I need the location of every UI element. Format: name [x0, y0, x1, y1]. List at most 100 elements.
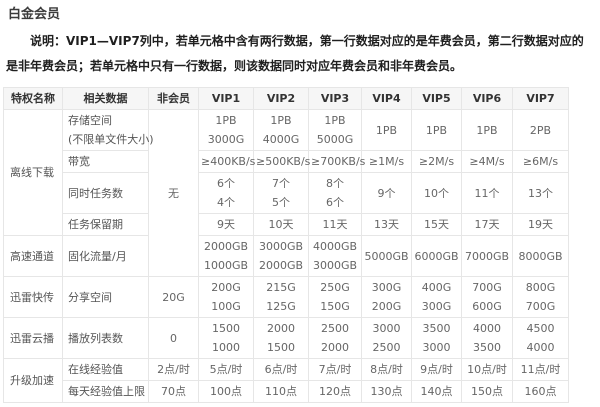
value-cell: 9天: [198, 213, 254, 236]
value-cell: 9个: [361, 172, 412, 214]
value-cell: 3000GB 2000GB: [253, 235, 309, 277]
value-cell: 6000GB: [411, 235, 462, 277]
value-cell: 0: [148, 317, 199, 359]
value-cell: 200G 100G: [198, 276, 254, 318]
value-cell: 8000GB: [512, 235, 569, 277]
value-cell: 2PB: [512, 109, 569, 151]
data-label-cell: 同时任务数: [62, 172, 149, 214]
value-cell: 130点: [361, 380, 412, 403]
value-cell: 3000 2500: [361, 317, 412, 359]
data-label-cell: 在线经验值: [62, 358, 149, 381]
column-header-non-member: 非会员: [148, 87, 199, 110]
value-cell: 8点/时: [361, 358, 412, 381]
value-cell: 8个 6个: [308, 172, 362, 214]
value-cell: 7个 5个: [253, 172, 309, 214]
privilege-group-cell: 离线下载: [3, 109, 63, 236]
value-cell: 10点/时: [461, 358, 513, 381]
value-cell: 160点: [512, 380, 569, 403]
column-header-vip7: VIP7: [512, 87, 569, 110]
value-cell: 6个 4个: [198, 172, 254, 214]
value-cell: ≥4M/s: [461, 150, 513, 173]
value-cell: 7000GB: [461, 235, 513, 277]
value-cell: 1PB 3000G: [198, 109, 254, 151]
value-cell: 1PB 4000G: [253, 109, 309, 151]
value-cell: 15天: [411, 213, 462, 236]
data-label-cell: 任务保留期: [62, 213, 149, 236]
column-header-vip3: VIP3: [308, 87, 362, 110]
column-header-privilege-name: 特权名称: [3, 87, 63, 110]
column-header-vip2: VIP2: [253, 87, 309, 110]
column-header-vip5: VIP5: [411, 87, 462, 110]
value-cell: 140点: [411, 380, 462, 403]
value-cell: 400G 300G: [411, 276, 462, 318]
value-cell: ≥1M/s: [361, 150, 412, 173]
value-cell: 100点: [198, 380, 254, 403]
table-row: 迅雷云播 播放列表数 0 1500 1000 2000 1500 2500 2000 3000 25…: [3, 317, 569, 359]
value-cell: ≥6M/s: [512, 150, 569, 173]
value-cell: 110点: [253, 380, 309, 403]
value-cell: 2000GB 1000GB: [198, 235, 254, 277]
column-header-related-data: 相关数据: [62, 87, 149, 110]
value-cell: 150点: [461, 380, 513, 403]
column-header-vip6: VIP6: [461, 87, 513, 110]
value-cell: 19天: [512, 213, 569, 236]
value-cell: ≥400KB/s: [198, 150, 255, 173]
value-cell: 11个: [461, 172, 513, 214]
value-cell: 5点/时: [198, 358, 254, 381]
table-body: 离线下载 存储空间 (不限单文件大小) 无 1PB 3000G 1PB 4000G 1PB 500…: [3, 109, 569, 403]
value-cell: 6点/时: [253, 358, 309, 381]
value-cell: 11点/时: [512, 358, 569, 381]
value-cell: 11天: [308, 213, 362, 236]
table-row: 高速通道 固化流量/月 2000GB 1000GB 3000GB 2000GB 4000GB…: [3, 235, 569, 277]
value-cell: 2500 2000: [308, 317, 362, 359]
privilege-group-cell: 迅雷云播: [3, 317, 63, 359]
table-row: 升级加速 在线经验值 2点/时 5点/时 6点/时 7点/时 8点/时 9点/时 10点/时 11…: [3, 358, 569, 403]
privilege-group-cell: 升级加速: [3, 358, 63, 403]
table-row: 离线下载 存储空间 (不限单文件大小) 无 1PB 3000G 1PB 4000G 1PB 500…: [3, 109, 569, 277]
value-cell: 1PB: [411, 109, 462, 151]
value-cell: 250G 150G: [308, 276, 362, 318]
value-cell: 4000GB 3000GB: [308, 235, 362, 277]
table-row: 同时任务数 6个 4个 7个 5个 8个 6个 9个 10个 11个 13个: [4, 172, 569, 214]
value-cell: 2点/时: [148, 358, 199, 381]
value-cell: 700G 600G: [461, 276, 513, 318]
value-cell: 70点: [148, 380, 199, 403]
value-cell: 3500 3000: [411, 317, 462, 359]
value-cell: ≥500KB/s: [253, 150, 310, 173]
table-row: 带宽 ≥400KB/s ≥500KB/s ≥700KB/s ≥1M/s ≥2M/s ≥4M/…: [4, 150, 569, 173]
value-cell: 1500 1000: [198, 317, 254, 359]
description-text: 说明：VIP1—VIP7列中，若单元格中含有两行数据，第一行数据对应的是年费会员…: [6, 34, 584, 73]
table-row: 任务保留期 9天 10天 11天 13天 15天 17天 19天: [4, 213, 569, 236]
privileges-table: 特权名称 相关数据 非会员 VIP1 VIP2 VIP3 VIP4 VIP5 VIP6 VIP7 …: [3, 87, 569, 403]
value-cell: 10个: [411, 172, 462, 214]
data-label-cell: 存储空间 (不限单文件大小): [62, 109, 154, 151]
value-cell: 4000 3500: [461, 317, 513, 359]
value-cell: 4500 4000: [512, 317, 569, 359]
value-cell: 300G 200G: [361, 276, 412, 318]
value-cell: 1PB: [361, 109, 412, 151]
value-cell: 7点/时: [308, 358, 362, 381]
value-cell: 无: [148, 109, 199, 277]
data-label-cell: 每天经验值上限: [62, 380, 149, 403]
value-cell: 17天: [461, 213, 513, 236]
value-cell: 20G: [148, 276, 199, 318]
value-cell: ≥700KB/s: [308, 150, 365, 173]
data-label-cell: 播放列表数: [62, 317, 149, 359]
value-cell: 1PB 5000G: [308, 109, 362, 151]
privilege-group-cell: 高速通道: [3, 235, 63, 277]
value-cell: 5000GB: [361, 235, 412, 277]
value-cell: 1PB: [461, 109, 513, 151]
privilege-group-cell: 迅雷快传: [3, 276, 63, 318]
value-cell: 10天: [253, 213, 309, 236]
value-cell: 800G 700G: [512, 276, 569, 318]
table-row: 每天经验值上限 70点 100点 110点 120点 130点 140点 150点 160点: [4, 380, 569, 403]
value-cell: 2000 1500: [253, 317, 309, 359]
column-header-vip1: VIP1: [198, 87, 254, 110]
data-label-cell: 带宽: [62, 150, 149, 173]
value-cell: 215G 125G: [253, 276, 309, 318]
value-cell: 120点: [308, 380, 362, 403]
data-label-cell: 固化流量/月: [62, 235, 149, 277]
value-cell: 9点/时: [411, 358, 462, 381]
table-row: 迅雷快传 分享空间 20G 200G 100G 215G 125G 250G 150G 300G 2…: [3, 276, 569, 318]
data-label-cell: 分享空间: [62, 276, 149, 318]
